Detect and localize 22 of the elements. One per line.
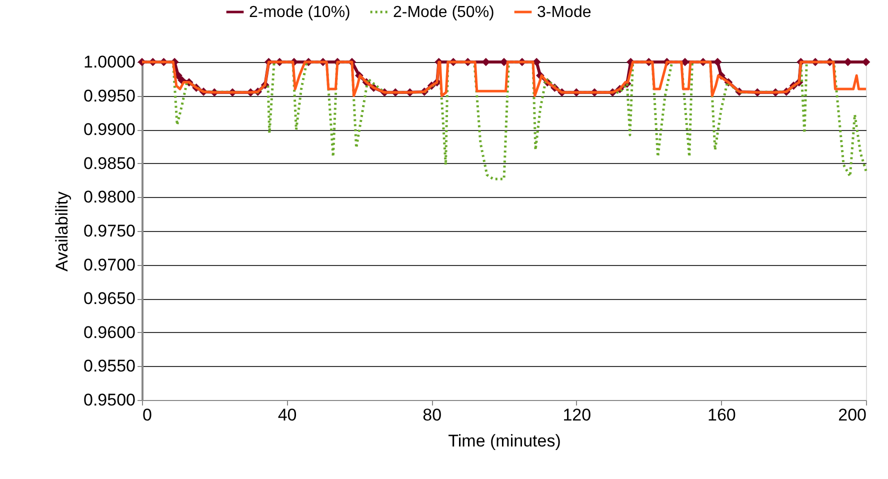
x-axis-title: Time (minutes) [448, 432, 561, 450]
y-tick-label: 0.9650 [84, 289, 136, 308]
y-tick-label: 0.9850 [84, 154, 136, 173]
y-tick-label: 1.0000 [84, 52, 136, 72]
y-tick-label: 0.9500 [84, 390, 136, 410]
x-tick-label: 200 [838, 406, 866, 424]
legend-label: 2-Mode (50%) [393, 4, 494, 21]
x-tick-label: 80 [422, 406, 442, 424]
x-tick-label: 120 [562, 406, 592, 424]
y-tick-label: 0.9550 [84, 356, 136, 376]
x-tick-label: 40 [278, 406, 297, 424]
x-tick-label: 0 [142, 406, 152, 424]
legend-label: 3-Mode [537, 4, 592, 21]
x-tick-label: 160 [708, 406, 736, 424]
y-tick-label: 0.9600 [84, 322, 136, 342]
y-tick-label: 0.9950 [84, 86, 136, 106]
y-tick-label: 0.9800 [84, 188, 136, 207]
legend-label: 2-mode (10%) [249, 4, 350, 21]
y-axis-title: Availability [52, 191, 72, 272]
y-tick-label: 0.9900 [84, 120, 136, 140]
y-tick-label: 0.9750 [84, 222, 136, 240]
y-tick-label: 0.9700 [84, 255, 136, 274]
